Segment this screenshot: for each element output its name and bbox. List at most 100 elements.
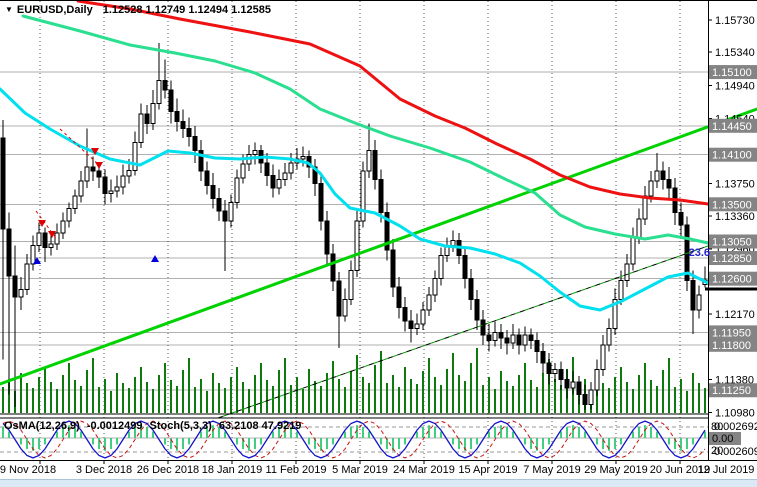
buy-arrow-icon — [33, 257, 41, 264]
candle-body — [384, 212, 390, 251]
price-tick-label: 1.12170 — [715, 309, 755, 321]
candle-body — [492, 331, 498, 342]
candle-body — [534, 340, 540, 352]
candle-body — [264, 162, 270, 176]
candle-body — [348, 269, 354, 300]
price-badge — [709, 251, 757, 266]
candle-body — [360, 170, 366, 222]
window-bottom-strip — [0, 479, 757, 487]
stoch-signal-line — [2, 420, 706, 459]
candle-body — [426, 294, 432, 311]
osma-value: -0.0012499 — [86, 420, 143, 432]
candle-body — [372, 150, 378, 181]
price-scale-drag-area[interactable] — [709, 1, 757, 461]
stoch-values: 63.2108 47.9219 — [218, 420, 302, 432]
candle-body — [174, 111, 180, 123]
candle-body — [588, 389, 594, 405]
candle-body — [432, 278, 438, 296]
candle-body — [660, 170, 666, 181]
candle-body — [228, 202, 234, 222]
candle-body — [636, 218, 642, 238]
candle-body — [210, 184, 216, 200]
ma-fast-cyan-line — [0, 87, 710, 312]
candle-body — [132, 141, 138, 171]
candle-body — [342, 298, 348, 317]
trade-link-line — [59, 128, 99, 165]
candle-body — [126, 169, 132, 177]
time-scale-drag-area[interactable] — [0, 462, 757, 478]
candle-body — [84, 166, 90, 182]
candle-body — [252, 150, 258, 156]
osma-label: OsMA(12,26,9) — [4, 420, 80, 432]
date-label: 12 Jul 2019 — [698, 464, 755, 476]
candle-body — [24, 263, 30, 290]
candle-body — [408, 320, 414, 329]
date-label: 11 Feb 2019 — [266, 464, 327, 476]
candle-body — [474, 298, 480, 321]
price-tick-label: 1.10980 — [715, 408, 755, 420]
date-label: 7 May 2019 — [523, 464, 580, 476]
candle-body — [60, 220, 66, 234]
candle-body — [642, 195, 648, 220]
candle-body — [204, 170, 210, 186]
candle-body — [594, 369, 600, 391]
date-label: 15 Apr 2019 — [458, 464, 517, 476]
candle-body — [378, 179, 384, 214]
candle-body — [102, 176, 108, 195]
symbol-dropdown-icon[interactable]: ▼ — [5, 5, 13, 14]
candle-body — [678, 212, 684, 226]
price-badge — [709, 337, 757, 352]
date-label: 5 Mar 2019 — [332, 464, 388, 476]
candle-body — [198, 150, 204, 172]
price-badge-label: 1.13500 — [712, 199, 752, 211]
candle-body — [546, 362, 552, 375]
candle-body — [240, 163, 246, 179]
sell-arrow-icon — [48, 231, 56, 238]
candle-body — [390, 249, 396, 288]
candle-body — [192, 136, 198, 152]
candle-body — [528, 334, 534, 342]
candle-body — [690, 279, 696, 311]
candle-body — [420, 309, 426, 325]
price-badge — [709, 197, 757, 212]
price-tick-label: 1.15340 — [715, 47, 755, 59]
candle-body — [606, 327, 612, 346]
channel-line-green-dash — [217, 245, 709, 419]
stoch-main-line — [2, 420, 706, 459]
candle-body — [396, 286, 402, 309]
chart-title: ▼ EURUSD,Daily 1.12528 1.12749 1.12494 1.1… — [5, 4, 271, 16]
candle-body — [450, 240, 456, 247]
candle-body — [564, 379, 570, 389]
candle-body — [504, 337, 510, 344]
candle-body — [138, 113, 144, 143]
date-label: 3 Dec 2018 — [76, 464, 132, 476]
candle-body — [222, 210, 228, 222]
candle-body — [552, 369, 558, 375]
date-label: 24 Mar 2019 — [393, 464, 455, 476]
price-badge-label: 1.11950 — [712, 327, 751, 339]
ma-slow-red-line — [76, 1, 710, 206]
price-badge-label: 1.14100 — [712, 150, 752, 162]
stoch-upper-level-label: 80 — [711, 421, 723, 433]
stoch-lower-level-label: 20 — [711, 445, 723, 457]
date-label: 9 Nov 2018 — [0, 464, 56, 476]
stoch-label: Stoch(5,3,3) — [149, 420, 212, 432]
price-badge-label: 1.12600 — [712, 274, 752, 286]
candle-body — [270, 174, 276, 189]
channel-line-black-dash — [217, 245, 709, 419]
candle-body — [468, 278, 474, 300]
candle-body — [480, 319, 486, 336]
candle-body — [6, 228, 12, 277]
indicator-label: OsMA(12,26,9) -0.0012499 Stoch(5,3,3) 63.21… — [4, 420, 308, 432]
candle-body — [144, 113, 150, 124]
candle-body — [30, 245, 36, 265]
date-label: 29 May 2019 — [584, 464, 648, 476]
osma-zero-badge — [709, 432, 741, 445]
fibonacci-level-label: 23.6 — [688, 247, 710, 259]
candle-body — [282, 172, 288, 181]
candle-body — [108, 190, 114, 195]
osma-zero-label: 0.00 — [712, 433, 733, 445]
price-badge — [709, 234, 757, 249]
